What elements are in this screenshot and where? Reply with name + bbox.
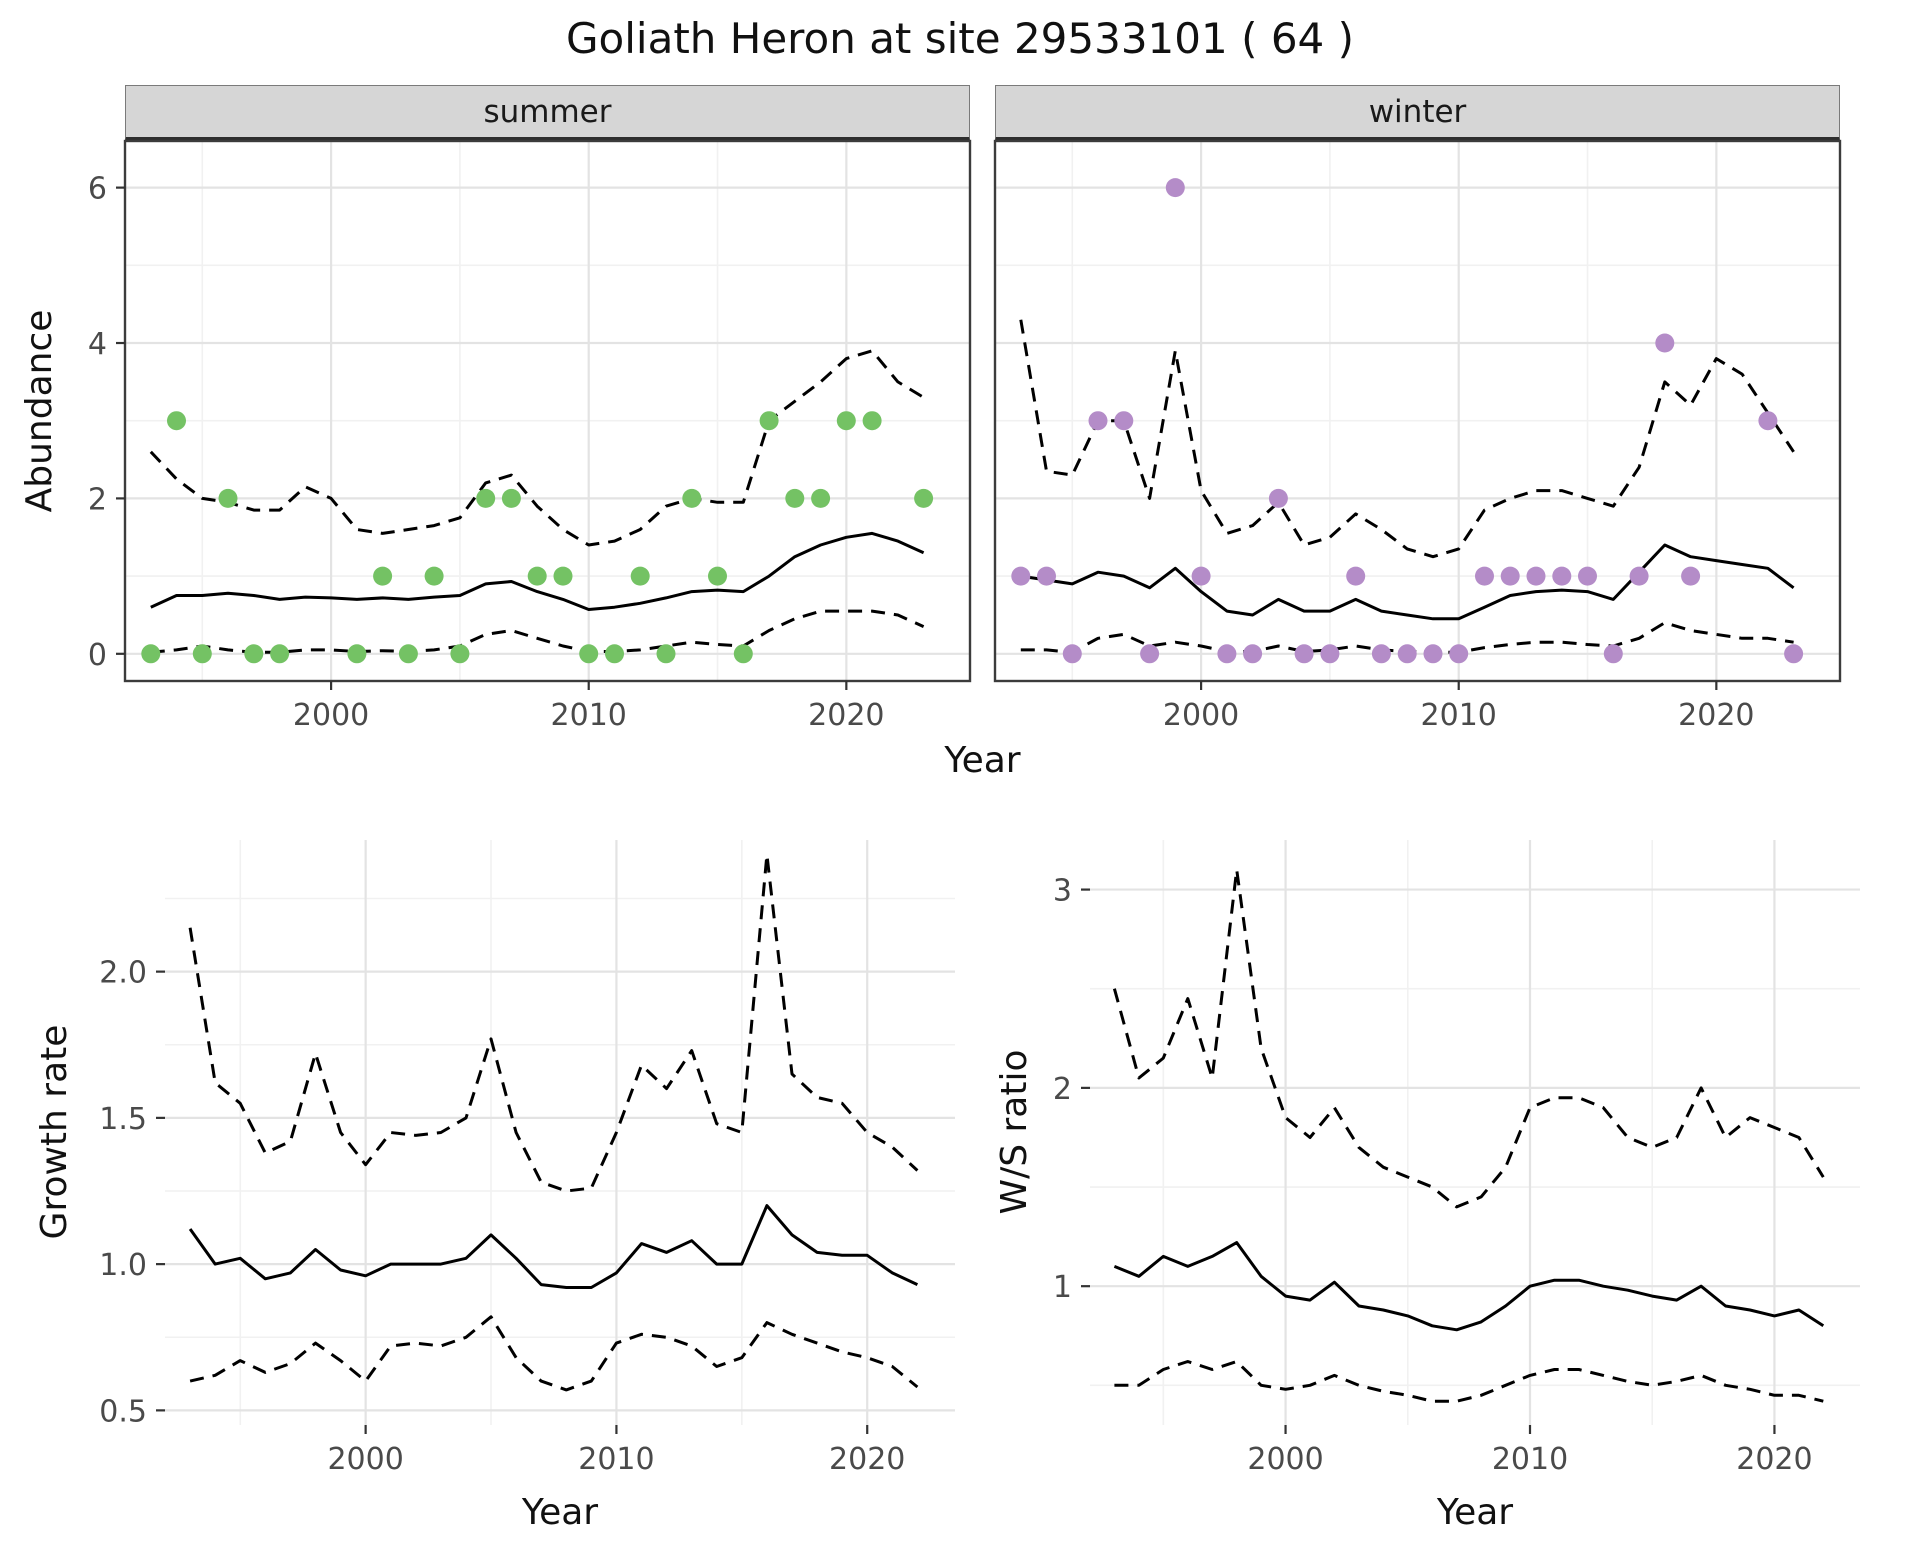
svg-text:2020: 2020: [808, 698, 884, 733]
svg-text:2020: 2020: [1678, 698, 1754, 733]
svg-text:2000: 2000: [1247, 1442, 1323, 1477]
svg-text:2000: 2000: [293, 698, 369, 733]
bottom-left-year-axis-label: Year: [521, 1492, 599, 1533]
svg-text:2010: 2010: [578, 1442, 654, 1477]
facet-strip-winter: winter: [995, 85, 1840, 141]
growth-rate-chart: 2000 2010 2020 0.5 1.0 1.5 2.0: [99, 840, 955, 1477]
bottom-right-year-axis-label: Year: [1436, 1492, 1514, 1533]
summer-abundance-chart: 2000 2010 2020 0 2 4 6: [88, 139, 972, 733]
svg-text:1.0: 1.0: [99, 1248, 147, 1283]
winter-abundance-chart: 2000 2010 2020: [993, 139, 1842, 733]
svg-text:6: 6: [88, 172, 107, 207]
ws-ratio-chart: 2000 2010 2020 1 2 3: [1053, 840, 1860, 1477]
svg-text:0.5: 0.5: [99, 1394, 147, 1429]
svg-text:1: 1: [1053, 1270, 1072, 1305]
svg-text:2000: 2000: [327, 1442, 403, 1477]
svg-text:2: 2: [88, 482, 107, 517]
svg-text:2010: 2010: [1421, 698, 1497, 733]
growth-rate-axis-label: Growth rate: [34, 1024, 75, 1240]
svg-text:2: 2: [1053, 1072, 1072, 1107]
svg-text:2.0: 2.0: [99, 956, 147, 991]
figure-title: Goliath Heron at site 29533101 ( 64 ): [566, 14, 1354, 63]
svg-text:2020: 2020: [829, 1442, 905, 1477]
svg-text:2010: 2010: [551, 698, 627, 733]
svg-text:0: 0: [88, 638, 107, 673]
top-year-axis-label: Year: [944, 740, 1021, 781]
svg-text:1.5: 1.5: [99, 1102, 147, 1137]
svg-text:3: 3: [1053, 874, 1072, 909]
svg-text:2010: 2010: [1492, 1442, 1568, 1477]
ws-ratio-axis-label: W/S ratio: [994, 1049, 1035, 1215]
abundance-axis-label: Abundance: [19, 309, 60, 513]
facet-strip-summer: summer: [125, 85, 970, 141]
svg-text:2000: 2000: [1163, 698, 1239, 733]
svg-text:2020: 2020: [1736, 1442, 1812, 1477]
svg-text:4: 4: [88, 327, 107, 362]
